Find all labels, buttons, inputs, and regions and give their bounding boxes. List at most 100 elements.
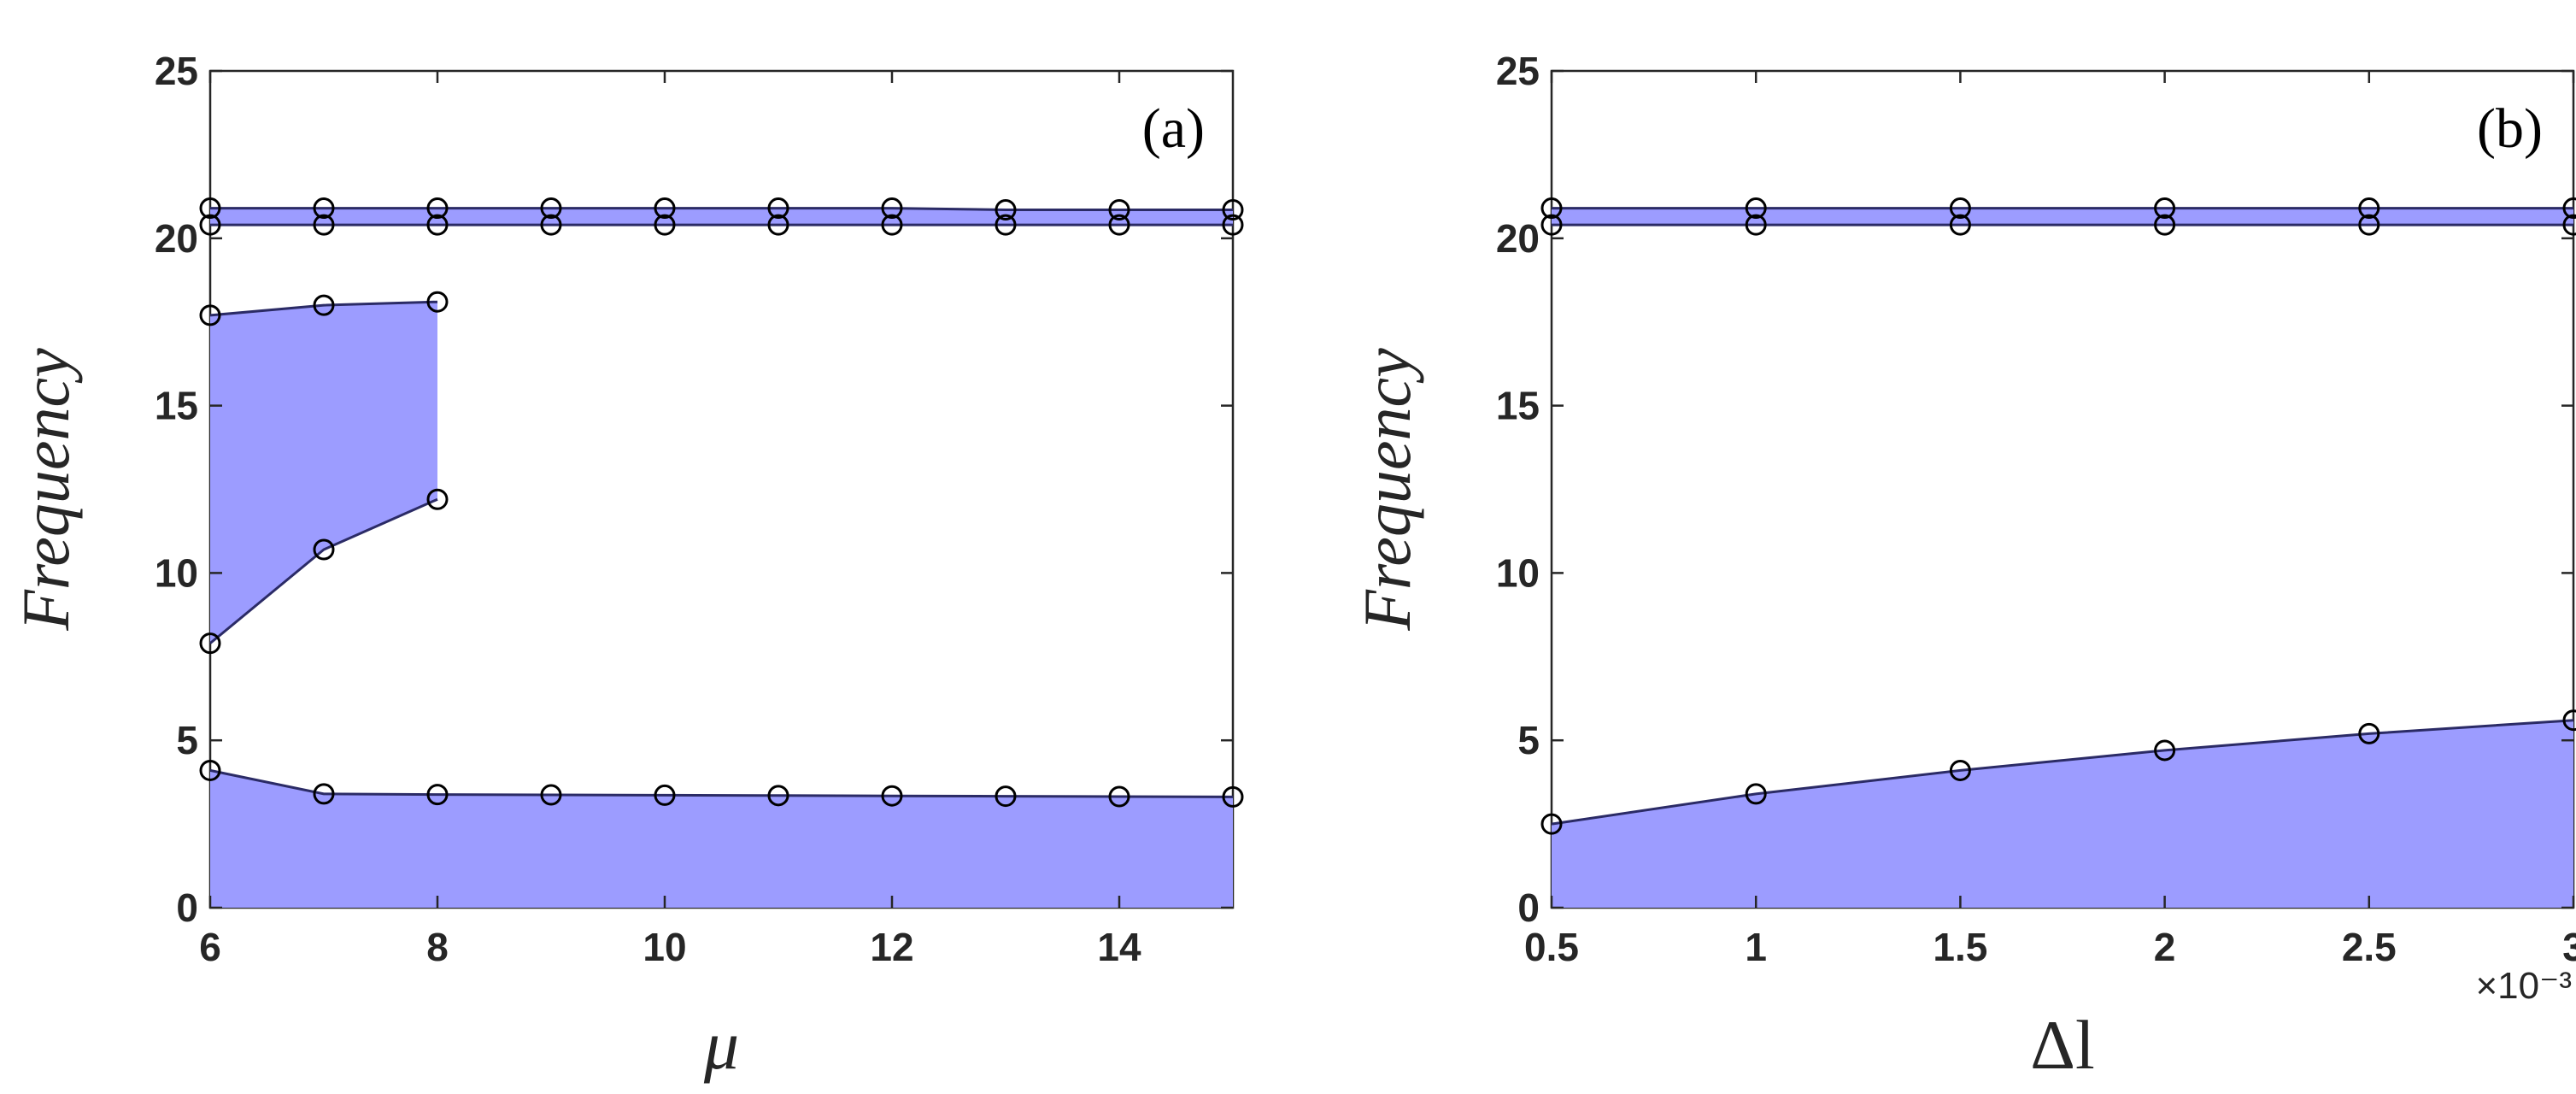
data-point-marker (1745, 214, 1767, 236)
data-point-marker (426, 488, 449, 510)
x-tick-label: 14 (1097, 925, 1141, 969)
panel-label-b: (b) (2477, 97, 2543, 160)
y-tick-label: 5 (176, 718, 198, 762)
data-point-marker (540, 197, 562, 220)
panel-label-a: (a) (1142, 97, 1205, 160)
data-point-marker (1108, 214, 1130, 236)
band-fill (1552, 208, 2573, 226)
band-lower-line (209, 497, 438, 644)
data-point-marker (1222, 214, 1244, 236)
y-tick-label: 10 (1496, 550, 1540, 595)
data-point-marker (1108, 785, 1130, 808)
band-upper-line (210, 207, 1233, 211)
data-point-marker (426, 197, 449, 220)
band-upper-line (209, 768, 1234, 798)
y-tick-label: 20 (155, 216, 198, 261)
band-upper-line (1551, 719, 2574, 826)
y-tick-label: 0 (176, 885, 198, 930)
data-point-marker (995, 785, 1017, 808)
x-tick-label: 3 (2562, 925, 2576, 969)
band-upper-line (209, 300, 438, 317)
data-point-marker (199, 632, 221, 655)
y-axis-label-a: Frequency (9, 348, 83, 632)
data-point-marker (199, 197, 221, 220)
data-point-marker (654, 197, 676, 220)
data-point-marker (767, 197, 789, 220)
y-tick-label: 20 (1496, 216, 1540, 261)
data-point-marker (1108, 199, 1130, 221)
x-tick-label: 12 (870, 925, 913, 969)
x-axis-label-b: Δl (2030, 1006, 2095, 1084)
y-tick-label: 15 (1496, 384, 1540, 428)
data-point-marker (654, 214, 676, 236)
data-point-marker (540, 784, 562, 806)
data-point-marker (767, 785, 789, 807)
data-point-marker (1222, 785, 1244, 808)
data-point-marker (426, 214, 449, 236)
x-tick-label: 2 (2154, 925, 2176, 969)
x-tick-label: 8 (426, 925, 449, 969)
data-point-marker (995, 214, 1017, 236)
data-point-marker (1949, 214, 1971, 236)
data-point-marker (1949, 759, 1971, 781)
x-axis-exponent-b: ×10⁻³ (2475, 965, 2572, 1007)
x-axis-label-a: μ (703, 1006, 739, 1084)
data-point-marker (1540, 813, 1563, 835)
data-point-marker (1540, 197, 1563, 220)
data-point-marker (767, 214, 789, 236)
y-axis-label-b: Frequency (1350, 348, 1424, 632)
y-tick-label: 25 (155, 49, 198, 93)
data-point-marker (199, 759, 221, 781)
data-point-marker (1745, 783, 1767, 805)
data-point-marker (881, 785, 903, 807)
data-point-marker (313, 197, 335, 220)
data-point-marker (881, 214, 903, 236)
band-fill (1552, 720, 2573, 908)
data-point-marker (2154, 197, 2176, 220)
data-point-marker (313, 214, 335, 236)
data-point-marker (654, 784, 676, 806)
data-point-marker (2562, 197, 2576, 220)
data-point-marker (2562, 214, 2576, 236)
plot-marks-b (1540, 197, 2576, 908)
data-point-marker (2154, 214, 2176, 236)
data-point-marker (313, 538, 335, 561)
y-tick-label: 25 (1496, 49, 1540, 93)
y-tick-label: 10 (155, 550, 198, 595)
data-point-marker (199, 214, 221, 236)
data-point-marker (2358, 197, 2380, 220)
data-point-marker (199, 304, 221, 326)
x-tick-label: 6 (199, 925, 221, 969)
data-point-marker (540, 214, 562, 236)
data-point-marker (2358, 214, 2380, 236)
y-tick-label: 0 (1517, 885, 1540, 930)
x-tick-label: 10 (643, 925, 686, 969)
axis-ticks-a: 0 5 10 15 20 25 6 8 10 12 14 (155, 49, 1233, 969)
y-tick-label: 15 (155, 384, 198, 428)
band-fill (210, 208, 1233, 226)
data-point-marker (1222, 199, 1244, 221)
x-tick-label: 2.5 (2342, 925, 2397, 969)
data-point-marker (426, 291, 449, 313)
data-point-marker (2562, 709, 2576, 732)
data-point-marker (1540, 214, 1563, 236)
data-point-marker (995, 199, 1017, 221)
data-point-marker (2358, 722, 2380, 744)
data-point-marker (881, 197, 903, 220)
data-point-marker (1949, 197, 1971, 220)
x-tick-label: 1 (1745, 925, 1767, 969)
chart-panel-a: 0 5 10 15 20 25 6 8 10 12 14 Frequency μ (a) (9, 49, 1244, 1084)
data-point-marker (1745, 197, 1767, 220)
y-tick-label: 5 (1517, 718, 1540, 762)
data-point-marker (313, 294, 335, 316)
x-tick-label: 1.5 (1933, 925, 1987, 969)
data-point-marker (426, 784, 449, 806)
band-fill (210, 302, 437, 644)
plot-marks-a (199, 197, 1244, 908)
data-point-marker (313, 783, 335, 805)
x-tick-label: 0.5 (1524, 925, 1579, 969)
band-fill (210, 770, 1233, 908)
data-point-marker (2154, 739, 2176, 762)
